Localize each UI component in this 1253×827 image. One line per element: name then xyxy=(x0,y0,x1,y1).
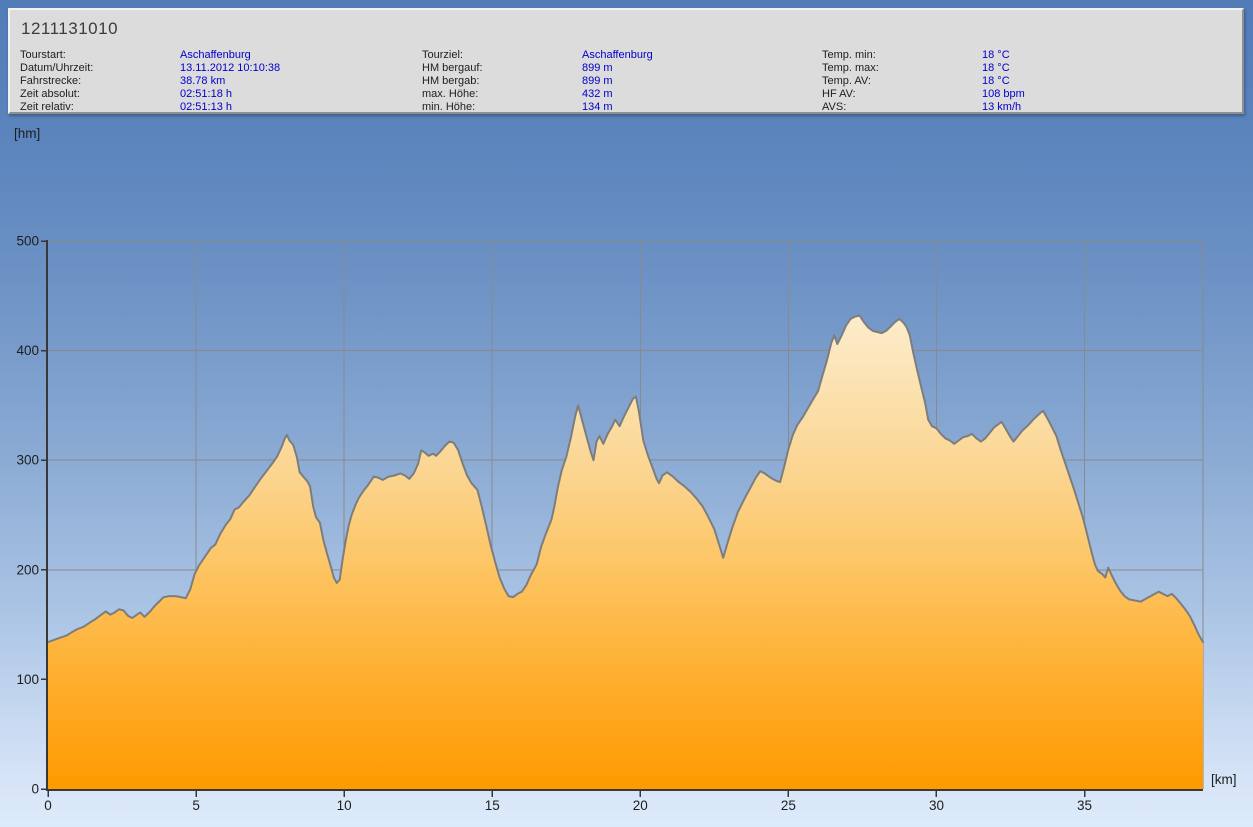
tour-header-panel: 1211131010 Tourstart: Aschaffenburg Datum/… xyxy=(8,8,1244,114)
info-value: 18 °C xyxy=(982,61,1010,74)
elevation-chart: 0 100 200 300 400 500 0 5 10 15 20 25 30 35 [hm] [km] xyxy=(14,126,1237,814)
y-tick-label: 300 xyxy=(16,453,39,468)
x-tick-label: 15 xyxy=(485,798,500,813)
info-row: Tourstart: Aschaffenburg xyxy=(20,49,280,62)
info-row: Temp. max: 18 °C xyxy=(822,62,1025,75)
info-row: HM bergauf: 899 m xyxy=(422,62,653,75)
x-tick-label: 20 xyxy=(633,798,648,813)
info-label: Zeit absolut: xyxy=(20,87,80,100)
header-column: Temp. min: 18 °C Temp. max: 18 °C Temp. AV: 1… xyxy=(822,49,1025,113)
info-row: min. Höhe: 134 m xyxy=(422,101,653,114)
info-row: Temp. AV: 18 °C xyxy=(822,75,1025,88)
info-label: AVS: xyxy=(822,100,847,113)
info-row: Temp. min: 18 °C xyxy=(822,49,1025,62)
info-label: min. Höhe: xyxy=(422,100,476,113)
info-row: Tourziel: Aschaffenburg xyxy=(422,49,653,62)
y-tick-label: 400 xyxy=(16,343,39,358)
info-row: Fahrstrecke: 38.78 km xyxy=(20,75,280,88)
info-value: 13 km/h xyxy=(982,100,1022,113)
info-value: 899 m xyxy=(582,74,613,87)
elevation-line xyxy=(47,314,1204,644)
info-label: Datum/Uhrzeit: xyxy=(20,61,94,74)
info-label: HM bergauf: xyxy=(422,61,483,74)
info-label: HM bergab: xyxy=(422,74,480,87)
x-tick-label: 0 xyxy=(44,798,52,813)
info-row: HM bergab: 899 m xyxy=(422,75,653,88)
info-value: 38.78 km xyxy=(180,74,226,87)
info-label: Temp. max: xyxy=(822,61,879,74)
y-tick-label: 0 xyxy=(31,782,39,797)
elevation-area xyxy=(48,315,1203,789)
info-value: Aschaffenburg xyxy=(180,49,251,61)
y-tick-label: 100 xyxy=(16,672,39,687)
info-row: Zeit absolut: 02:51:18 h xyxy=(20,88,280,101)
info-value: 108 bpm xyxy=(982,87,1025,100)
info-label: HF AV: xyxy=(822,87,856,100)
info-row: max. Höhe: 432 m xyxy=(422,88,653,101)
info-value: 02:51:13 h xyxy=(180,100,232,113)
info-label: Tourziel: xyxy=(422,49,463,61)
tick-labels: 0 100 200 300 400 500 0 5 10 15 20 25 30 35 xyxy=(16,234,1092,814)
info-label: Fahrstrecke: xyxy=(20,74,82,87)
info-label: Zeit relativ: xyxy=(20,100,74,113)
x-tick-label: 25 xyxy=(781,798,796,813)
y-axis-unit-label: [hm] xyxy=(14,126,40,141)
header-column: Tourziel: Aschaffenburg HM bergauf: 899 m HM… xyxy=(422,49,653,113)
info-label: Temp. AV: xyxy=(822,74,871,87)
x-tick-label: 35 xyxy=(1077,798,1092,813)
x-tick-label: 5 xyxy=(192,798,200,813)
info-value: 18 °C xyxy=(982,74,1010,87)
x-tick-label: 10 xyxy=(337,798,352,813)
x-axis-unit-label: [km] xyxy=(1211,772,1237,787)
y-tick-label: 500 xyxy=(16,234,39,249)
info-label: Temp. min: xyxy=(822,49,876,61)
info-row: HF AV: 108 bpm xyxy=(822,88,1025,101)
y-tick-label: 200 xyxy=(16,562,39,577)
tour-title: 1211131010 xyxy=(21,19,119,38)
info-label: Tourstart: xyxy=(20,49,66,61)
header-column: Tourstart: Aschaffenburg Datum/Uhrzeit: 13.… xyxy=(20,49,280,113)
info-row: Zeit relativ: 02:51:13 h xyxy=(20,101,280,114)
info-value: 899 m xyxy=(582,61,613,74)
info-value: Aschaffenburg xyxy=(582,49,653,61)
info-value: 18 °C xyxy=(982,49,1010,61)
info-label: max. Höhe: xyxy=(422,87,479,100)
info-row: Datum/Uhrzeit: 13.11.2012 10:10:38 xyxy=(20,62,280,75)
info-value: 432 m xyxy=(582,87,613,100)
info-value: 134 m xyxy=(582,100,613,113)
axes xyxy=(41,240,1203,797)
info-row: AVS: 13 km/h xyxy=(822,101,1025,114)
info-value: 02:51:18 h xyxy=(180,87,232,100)
x-tick-label: 30 xyxy=(929,798,944,813)
info-value: 13.11.2012 10:10:38 xyxy=(180,61,281,74)
